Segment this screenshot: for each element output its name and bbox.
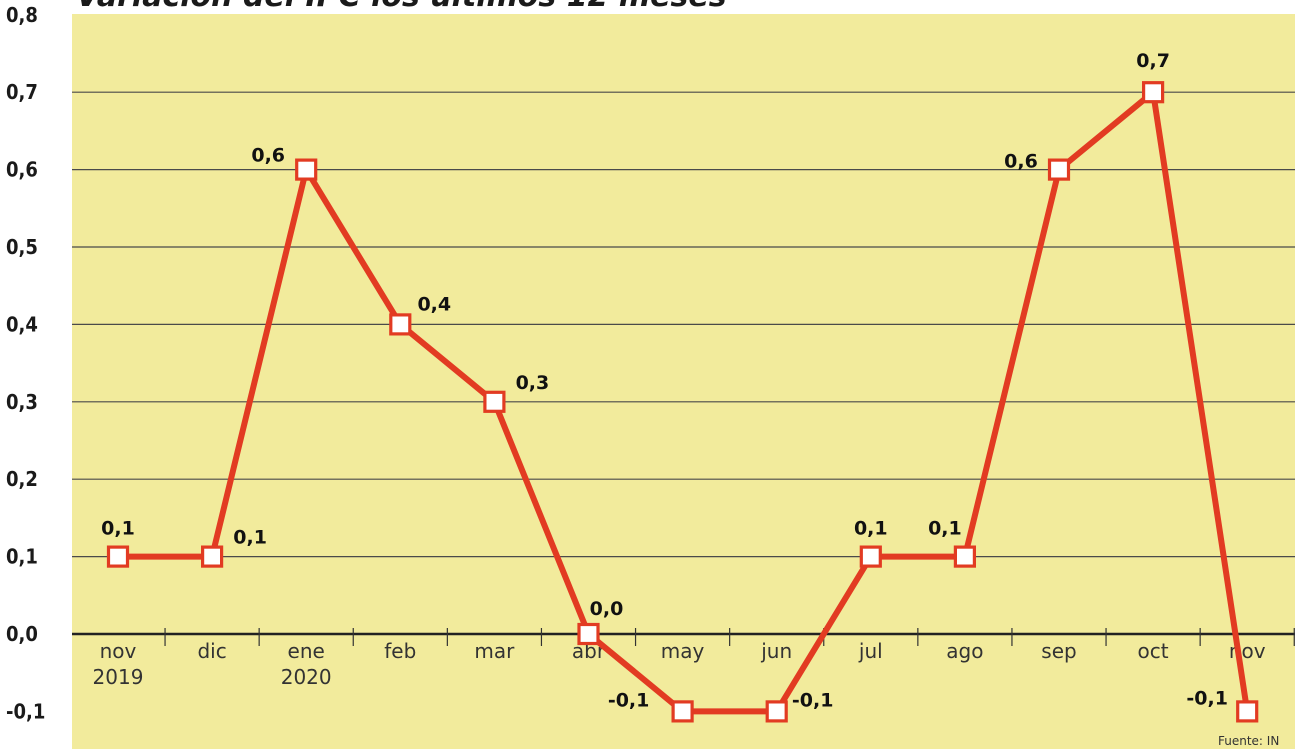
gridlines xyxy=(72,91,1295,558)
x-tick-label: jul xyxy=(858,639,883,663)
data-label: 0,1 xyxy=(233,527,267,549)
data-label: 0,6 xyxy=(251,145,285,167)
x-tick-label: feb xyxy=(384,639,416,663)
data-label: 0,3 xyxy=(516,372,550,394)
data-point-marker xyxy=(295,158,318,181)
x-tick-label: dic xyxy=(197,639,226,663)
data-label: 0,4 xyxy=(417,293,451,315)
data-label: -0,1 xyxy=(792,689,834,711)
data-point-marker xyxy=(859,545,882,568)
y-tick-label: 0,3 xyxy=(6,390,38,414)
data-point-marker xyxy=(765,700,788,723)
x-tick-label: may xyxy=(661,639,705,663)
y-tick-label: 0,2 xyxy=(6,467,38,491)
data-point-marker xyxy=(953,545,977,568)
x-tick-label: nov 2019 xyxy=(93,639,144,689)
data-label: 0,6 xyxy=(1004,151,1038,173)
data-point-marker xyxy=(1141,81,1165,104)
y-tick-label: 0,8 xyxy=(6,3,38,27)
data-point-marker xyxy=(1047,158,1071,181)
x-axis xyxy=(72,628,1295,646)
data-point-marker xyxy=(389,313,412,336)
y-axis-ticks: -0,1 0,0 0,1 0,2 0,3 0,4 0,5 0,6 0,7 0,8 xyxy=(6,3,45,724)
y-tick-label: 0,4 xyxy=(6,312,38,336)
x-tick-label: sep xyxy=(1041,639,1076,663)
data-label: -0,1 xyxy=(1186,687,1228,709)
x-tick-label: mar xyxy=(474,639,515,663)
data-labels: 0,1 0,1 0,6 0,4 0,3 0,0 -0,1 -0,1 0,1 0,1 0,6 0,7 -0… xyxy=(101,50,1228,711)
x-tick-label: ene 2020 xyxy=(281,639,332,689)
x-tick-label: oct xyxy=(1138,639,1169,663)
y-tick-label: 0,7 xyxy=(6,80,38,104)
source-note: Fuente: IN xyxy=(1218,734,1279,748)
data-point-marker xyxy=(577,622,600,646)
data-point-marker xyxy=(483,390,506,413)
y-tick-label: 0,6 xyxy=(6,158,38,182)
data-label: 0,0 xyxy=(590,598,624,620)
data-label: 0,1 xyxy=(101,518,135,540)
data-point-marker xyxy=(671,700,694,723)
y-tick-label: 0,5 xyxy=(6,235,38,259)
x-tick-label: jun xyxy=(760,639,792,663)
data-point-marker xyxy=(201,545,224,568)
y-tick-label: 0,0 xyxy=(6,622,38,646)
plot-background xyxy=(72,14,1295,749)
series-markers xyxy=(106,81,1259,723)
data-label: 0,1 xyxy=(854,518,888,540)
data-point-marker xyxy=(1236,700,1259,723)
x-tick-label: ago xyxy=(946,639,983,663)
y-tick-label: 0,1 xyxy=(6,545,38,569)
data-label: 0,7 xyxy=(1136,50,1170,72)
data-label: 0,1 xyxy=(928,518,962,540)
data-label: -0,1 xyxy=(608,689,650,711)
y-tick-label: -0,1 xyxy=(6,699,45,723)
data-point-marker xyxy=(106,545,130,568)
chart-title: Variación del IPC los últimos 12 meses xyxy=(76,0,727,14)
